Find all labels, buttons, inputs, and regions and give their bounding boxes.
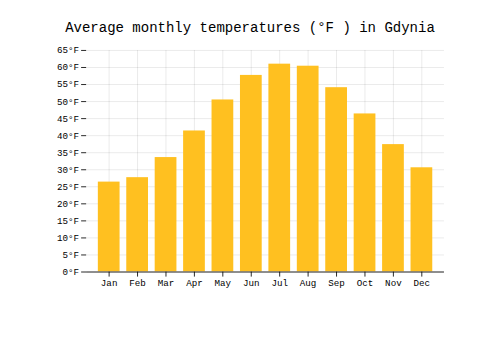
svg-text:40°F: 40°F	[57, 131, 79, 142]
svg-text:35°F: 35°F	[57, 148, 79, 159]
svg-text:5°F: 5°F	[62, 250, 79, 261]
svg-text:Apr: Apr	[186, 278, 203, 289]
html-text:Average monthly temperatures (: Average monthly temperatures (°F ) in Gd…	[65, 20, 435, 36]
svg-text:Jul: Jul	[271, 278, 288, 289]
svg-text:May: May	[215, 278, 232, 289]
svg-text:25°F: 25°F	[57, 182, 79, 193]
svg-text:10°F: 10°F	[57, 233, 79, 244]
svg-text:55°F: 55°F	[57, 79, 79, 90]
svg-text:Oct: Oct	[357, 278, 374, 289]
svg-text:Mar: Mar	[158, 278, 175, 289]
svg-text:45°F: 45°F	[57, 114, 79, 125]
svg-text:Nov: Nov	[385, 278, 402, 289]
svg-text:50°F: 50°F	[57, 97, 79, 108]
svg-text:Feb: Feb	[129, 278, 146, 289]
svg-text:Sep: Sep	[328, 278, 345, 289]
svg-text:15°F: 15°F	[57, 216, 79, 227]
svg-text:65°F: 65°F	[57, 45, 79, 56]
svg-text:20°F: 20°F	[57, 199, 79, 210]
svg-text:30°F: 30°F	[57, 165, 79, 176]
svg-text:Aug: Aug	[300, 278, 317, 289]
svg-text:Jan: Jan	[101, 278, 118, 289]
svg-text:60°F: 60°F	[57, 62, 79, 73]
svg-text:Jun: Jun	[243, 278, 260, 289]
svg-text:Dec: Dec	[414, 278, 431, 289]
svg-text:0°F: 0°F	[62, 267, 79, 278]
